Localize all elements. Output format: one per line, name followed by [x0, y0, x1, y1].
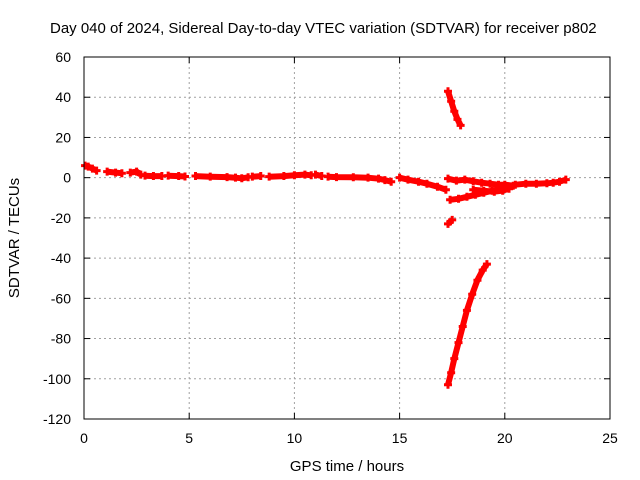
- data-point: [443, 219, 452, 228]
- y-tick-labels: -120 -100 -80 -60 -40 -20 0 20 40 60: [43, 49, 71, 427]
- y-tick-label: -60: [51, 290, 71, 306]
- series-lower-band: [469, 184, 514, 196]
- data-point: [248, 172, 257, 181]
- data-point: [469, 177, 478, 186]
- data-point: [505, 184, 514, 193]
- y-axis-label: SDTVAR / TECUs: [6, 178, 23, 298]
- data-point: [482, 260, 491, 269]
- data-point: [446, 195, 455, 204]
- data-point: [279, 172, 288, 181]
- data-point: [443, 87, 452, 96]
- data-point: [88, 164, 97, 173]
- data-point: [387, 177, 396, 186]
- data-point: [84, 162, 93, 171]
- data-point: [433, 182, 442, 191]
- x-tick-label: 10: [287, 430, 303, 446]
- data-point: [395, 173, 404, 182]
- data-point: [141, 171, 150, 180]
- y-tick-label: -20: [51, 210, 71, 226]
- data-point: [454, 194, 463, 203]
- plot-frame: [83, 56, 611, 420]
- chart-title: Day 040 of 2024, Sidereal Day-to-day VTE…: [50, 20, 597, 37]
- data-point: [452, 176, 461, 185]
- data-point: [486, 179, 495, 188]
- series-short-arc-2: [443, 215, 457, 228]
- x-tick-label: 20: [497, 430, 513, 446]
- y-tick-label: -40: [51, 250, 71, 266]
- data-point: [521, 179, 530, 188]
- data-point: [191, 172, 200, 181]
- data-point: [532, 179, 541, 188]
- data-point: [332, 173, 341, 182]
- data-point: [364, 173, 373, 182]
- data-point: [477, 178, 486, 187]
- plot-area: [81, 87, 570, 389]
- data-point: [509, 181, 518, 190]
- data-point: [132, 167, 141, 176]
- data-point: [561, 175, 570, 184]
- data-point: [265, 172, 274, 181]
- data-point: [450, 354, 459, 363]
- data-point: [555, 177, 564, 186]
- data-point: [290, 171, 299, 180]
- data-point: [498, 186, 507, 195]
- data-point: [490, 187, 499, 196]
- data-point: [164, 171, 173, 180]
- grid-lines: [84, 57, 610, 419]
- data-point: [149, 172, 158, 181]
- y-tick-label: -80: [51, 331, 71, 347]
- series-short-arc-3: [443, 260, 491, 389]
- x-tick-label: 0: [80, 430, 88, 446]
- axis-ticks: [83, 56, 611, 420]
- x-tick-labels: 0 5 10 15 20 25: [80, 430, 618, 446]
- x-tick-label: 15: [392, 430, 408, 446]
- data-point: [380, 176, 389, 185]
- data-point: [404, 175, 413, 184]
- x-tick-label: 5: [185, 430, 193, 446]
- y-tick-label: 60: [55, 49, 71, 65]
- y-tick-label: 40: [55, 89, 71, 105]
- data-point: [443, 174, 452, 183]
- data-point: [447, 97, 456, 106]
- data-point: [447, 368, 456, 377]
- data-point: [206, 172, 215, 181]
- y-tick-label: 20: [55, 129, 71, 145]
- data-point: [450, 107, 459, 116]
- y-tick-label: -120: [43, 411, 71, 427]
- data-point: [456, 121, 465, 130]
- x-axis-label: GPS time / hours: [290, 458, 404, 475]
- data-point: [469, 185, 478, 194]
- data-point: [223, 173, 232, 182]
- data-point: [458, 322, 467, 331]
- data-point: [103, 167, 112, 176]
- data-point: [117, 169, 126, 178]
- data-point: [478, 266, 487, 275]
- data-point: [453, 115, 462, 124]
- data-point: [473, 276, 482, 285]
- data-point: [92, 166, 101, 175]
- series-segment: [445, 262, 490, 386]
- data-point: [462, 192, 471, 201]
- data-point: [448, 215, 457, 224]
- y-tick-label: -100: [43, 371, 71, 387]
- data-point: [324, 172, 333, 181]
- y-tick-label: 0: [63, 170, 71, 186]
- data-point: [441, 185, 450, 194]
- data-point: [468, 290, 477, 299]
- data-point: [462, 306, 471, 315]
- data-point: [349, 173, 358, 182]
- data-point: [422, 179, 431, 188]
- data-point: [460, 175, 469, 184]
- data-point: [454, 338, 463, 347]
- data-point: [443, 380, 452, 389]
- data-point: [180, 172, 189, 181]
- data-point: [479, 186, 488, 195]
- series-short-arc-1: [443, 87, 465, 130]
- data-point: [414, 177, 423, 186]
- series-upper-branch: [443, 174, 518, 190]
- x-tick-label: 25: [602, 430, 618, 446]
- data-point: [256, 172, 265, 181]
